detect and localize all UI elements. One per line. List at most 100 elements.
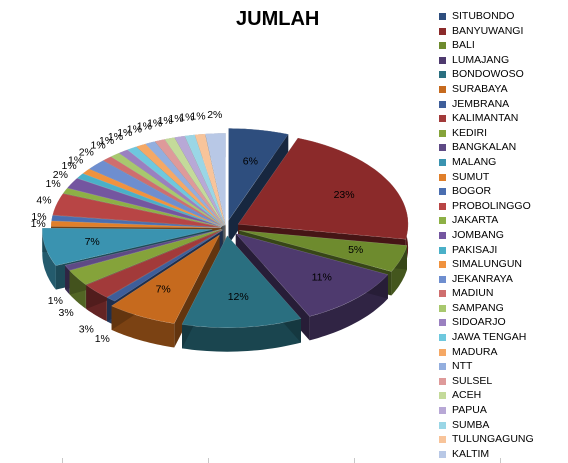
data-label: 1% — [95, 333, 110, 345]
legend-item: ACEH — [438, 389, 566, 404]
legend-label: MADIUN — [452, 287, 494, 300]
pie-slice-bangkalan — [64, 228, 222, 271]
data-label: 11% — [312, 272, 332, 284]
legend-swatch — [439, 261, 446, 269]
data-label: 1% — [31, 218, 46, 230]
legend-label: BANYUWANGI — [452, 24, 524, 37]
axis-tick — [500, 458, 501, 463]
pie-slice-ntt — [145, 141, 224, 226]
pie-slice-probolinggo — [52, 193, 222, 228]
axis-tick — [62, 458, 63, 463]
pie-slice-jombang — [66, 178, 222, 227]
data-label: 1% — [179, 112, 194, 124]
pie-slice-bogor — [51, 215, 222, 228]
data-label: 1% — [108, 131, 123, 143]
legend-label: NTT — [452, 360, 473, 373]
legend-swatch — [439, 42, 446, 50]
legend-label: MALANG — [452, 155, 497, 168]
legend-swatch — [439, 334, 446, 342]
legend-swatch — [439, 246, 446, 254]
legend-item: KEDIRI — [438, 127, 566, 142]
legend-label: KEDIRI — [452, 126, 488, 139]
pie-slice-sulsel — [154, 139, 225, 226]
data-label: 1% — [46, 178, 61, 190]
legend-item: BALI — [438, 39, 566, 54]
legend-item: PAPUA — [438, 404, 566, 419]
legend-label: JAWA TENGAH — [452, 331, 527, 344]
legend-swatch — [439, 377, 446, 385]
legend-label: SURABAYA — [452, 82, 508, 95]
legend-label: MADURA — [452, 345, 498, 358]
pie-slice-situbondo — [228, 128, 289, 222]
legend-swatch — [439, 115, 446, 123]
legend-swatch — [439, 100, 446, 108]
legend-item: SURABAYA — [438, 83, 566, 98]
legend-label: BANGKALAN — [452, 141, 517, 154]
data-label: 1% — [137, 120, 152, 132]
legend-swatch — [439, 188, 446, 196]
data-label: 1% — [127, 123, 142, 135]
pie-slice-side — [42, 228, 56, 290]
legend-item: JEMBRANA — [438, 98, 566, 113]
data-label: 7% — [85, 236, 100, 248]
legend-item: JAKARTA — [438, 214, 566, 229]
axis-tick — [208, 458, 209, 463]
legend-label: LUMAJANG — [452, 53, 510, 66]
pie-slice-bali — [239, 230, 408, 272]
data-label: 1% — [48, 295, 63, 307]
legend-swatch — [439, 319, 446, 327]
chart-legend: SITUBONDO BANYUWANGI BALI LUMAJANG BONDOWOSO… — [438, 10, 566, 462]
pie-slice-sidoarjo — [118, 149, 224, 227]
legend-item: JAWA TENGAH — [438, 331, 566, 346]
legend-label: BALI — [452, 39, 475, 52]
legend-label: ACEH — [452, 389, 482, 402]
legend-swatch — [439, 27, 446, 35]
legend-swatch — [439, 450, 446, 458]
axis-tick — [354, 458, 355, 463]
legend-swatch — [439, 56, 446, 64]
pie-slice-pakisaji — [76, 173, 222, 227]
legend-swatch — [439, 436, 446, 444]
data-label: 4% — [36, 194, 51, 206]
pie-slice-kaltim — [205, 133, 226, 226]
legend-label: SUMBA — [452, 418, 490, 431]
legend-item: BANYUWANGI — [438, 25, 566, 40]
legend-item: KALIMANTAN — [438, 112, 566, 127]
data-label: 1% — [190, 110, 205, 122]
legend-item: PROBOLINGGO — [438, 200, 566, 215]
legend-label: PAKISAJI — [452, 243, 498, 256]
pie-slice-jawa-tengah — [126, 146, 224, 226]
legend-label: PAPUA — [452, 404, 487, 417]
legend-label: SUMUT — [452, 170, 490, 183]
pie-slice-banyuwangi — [237, 137, 409, 240]
legend-swatch — [439, 275, 446, 283]
legend-label: JAKARTA — [452, 214, 499, 227]
legend-item: SITUBONDO — [438, 10, 566, 25]
pie-slice-side — [309, 274, 388, 341]
data-label: 1% — [147, 118, 162, 130]
data-label: 12% — [228, 291, 249, 303]
legend-item: BANGKALAN — [438, 141, 566, 156]
legend-label: JOMBANG — [452, 228, 504, 241]
data-label: 3% — [79, 323, 94, 335]
legend-item: MALANG — [438, 156, 566, 171]
legend-item: MADURA — [438, 346, 566, 361]
data-label: 1% — [168, 113, 183, 125]
legend-item: SULSEL — [438, 375, 566, 390]
pie-slice-side — [182, 318, 301, 352]
pie-slice-madiun — [102, 156, 223, 227]
pie-slice-sumut — [50, 220, 222, 229]
legend-item: SUMBA — [438, 419, 566, 434]
data-label: 1% — [158, 115, 173, 127]
legend-swatch — [439, 85, 446, 93]
legend-item: JEKANRAYA — [438, 273, 566, 288]
pie-slice-malang — [42, 227, 213, 266]
legend-label: SAMPANG — [452, 301, 504, 314]
legend-item: SUMUT — [438, 171, 566, 186]
legend-item: SIMALUNGUN — [438, 258, 566, 273]
legend-label: BONDOWOSO — [452, 68, 524, 81]
pie-slice-kediri — [69, 229, 222, 285]
data-label: 1% — [31, 211, 46, 223]
data-label: 1% — [99, 135, 114, 147]
legend-item: PAKISAJI — [438, 244, 566, 259]
